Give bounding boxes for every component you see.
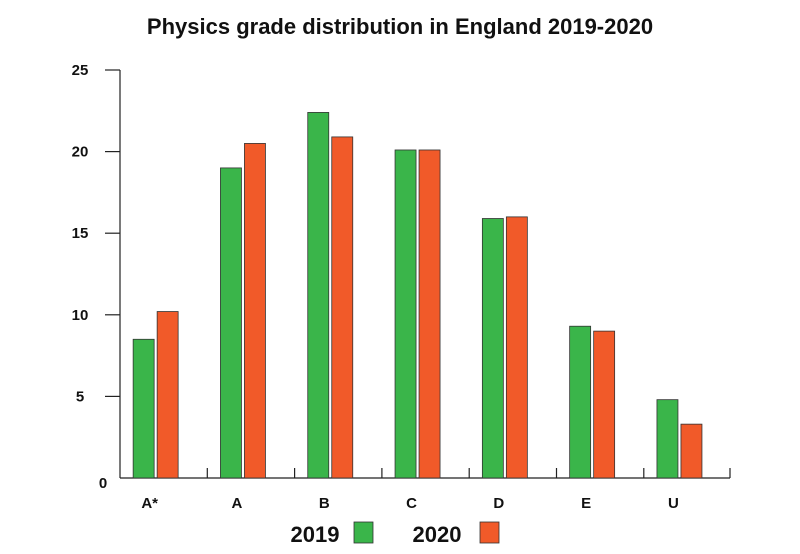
x-tick-label: C: [406, 495, 417, 512]
bar-2019-E: [569, 325, 592, 479]
bar-2019-U: [656, 399, 679, 479]
x-tick-label: E: [581, 495, 591, 512]
x-tick-label: A: [232, 495, 243, 512]
bar-2020-D: [505, 216, 528, 479]
y-tick-label: 25: [72, 62, 89, 79]
bar-2019-D: [481, 218, 504, 479]
legend: 2019 2020: [291, 521, 500, 547]
bar-2020-B: [331, 136, 354, 479]
legend-swatch-2019: [353, 521, 374, 544]
y-tick-label: 15: [72, 225, 89, 242]
y-tick-label: 5: [76, 388, 84, 405]
legend-swatch-2020: [479, 521, 500, 544]
bar-2020-A*: [156, 311, 179, 479]
y-tick-label: 10: [72, 307, 89, 324]
x-tick-label: D: [493, 495, 504, 512]
bar-2019-A: [220, 167, 242, 479]
y-tick-label: 0: [99, 475, 107, 492]
legend-label-2020: 2020: [413, 522, 462, 547]
bar-2020-C: [418, 149, 441, 479]
x-tick-label: B: [319, 495, 330, 512]
bar-group: [132, 112, 703, 479]
bar-2019-C: [394, 149, 417, 479]
chart-title: Physics grade distribution in England 20…: [146, 14, 654, 39]
bar-2020-E: [593, 330, 616, 479]
x-tick-label: A*: [141, 495, 158, 512]
bar-2020-U: [680, 423, 703, 479]
legend-label-2019: 2019: [291, 522, 340, 547]
bar-2019-A*: [132, 338, 155, 479]
y-tick-label: 20: [72, 144, 89, 161]
x-tick-label: U: [668, 495, 679, 512]
bar-2020-A: [244, 143, 266, 479]
bar-2019-B: [307, 112, 330, 479]
